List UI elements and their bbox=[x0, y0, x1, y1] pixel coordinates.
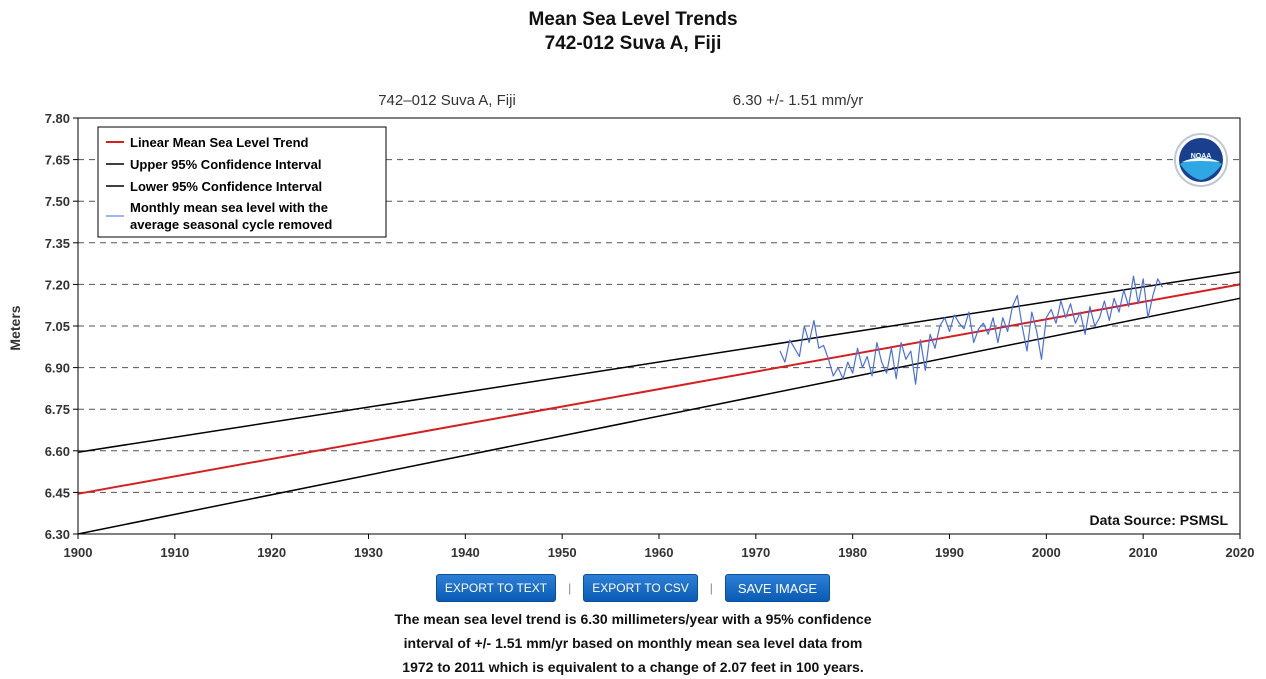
noaa-logo-text: NOAA bbox=[1191, 153, 1212, 160]
y-tick-label: 6.90 bbox=[45, 361, 70, 376]
legend-label-monthly-line2: average seasonal cycle removed bbox=[130, 217, 332, 232]
data-source: Data Source: PSMSL bbox=[1090, 512, 1229, 528]
y-tick-label: 6.75 bbox=[45, 402, 70, 417]
summary-line: The mean sea level trend is 6.30 millime… bbox=[394, 611, 872, 627]
legend-box bbox=[97, 126, 387, 238]
trend-summary: The mean sea level trend is 6.30 millime… bbox=[0, 607, 1266, 679]
x-tick-label: 1990 bbox=[935, 545, 964, 560]
x-tick-label: 2000 bbox=[1032, 545, 1061, 560]
y-tick-label: 7.20 bbox=[45, 277, 70, 292]
y-tick-label: 7.50 bbox=[45, 194, 70, 209]
x-tick-label: 1930 bbox=[354, 545, 383, 560]
legend-label-upper: Upper 95% Confidence Interval bbox=[130, 157, 321, 172]
save-image-button[interactable]: SAVE IMAGE bbox=[724, 574, 831, 602]
export-to-csv-button[interactable]: EXPORT TO CSV bbox=[583, 574, 698, 602]
x-tick-label: 1900 bbox=[64, 545, 93, 560]
plot-frame bbox=[77, 117, 1241, 535]
y-tick-label: 7.80 bbox=[45, 111, 70, 126]
axes: 6.30 6.45 6.60 6.75 6.90 7.05 7.20 7.35 7.50 7.65… bbox=[45, 111, 1255, 560]
page-title-line1: Mean Sea Level Trends bbox=[528, 9, 738, 30]
legend-label-monthly: Monthly mean sea level with the average s… bbox=[130, 200, 332, 232]
monthly-mean-sea-level-line bbox=[779, 275, 1164, 385]
series-layer bbox=[77, 271, 1241, 535]
y-tick-label: 6.45 bbox=[45, 485, 70, 500]
y-axis-label: Meters bbox=[7, 305, 23, 350]
noaa-logo-bird bbox=[1180, 157, 1222, 180]
chart-subtitle-station: 742–012 Suva A, Fiji bbox=[378, 92, 516, 109]
lower-confidence-line bbox=[77, 297, 1241, 535]
x-tick-label: 1970 bbox=[741, 545, 770, 560]
y-tick-label: 6.30 bbox=[45, 527, 70, 542]
x-tick-label: 2010 bbox=[1129, 545, 1158, 560]
x-tick-label: 1910 bbox=[160, 545, 189, 560]
sea-level-chart: 742–012 Suva A, Fiji 6.30 +/- 1.51 mm/yr… bbox=[7, 92, 1255, 560]
noaa-logo: NOAA bbox=[1174, 133, 1228, 187]
x-tick-label: 2020 bbox=[1226, 545, 1255, 560]
y-tick-label: 7.65 bbox=[45, 153, 70, 168]
export-to-text-button[interactable]: EXPORT TO TEXT bbox=[435, 574, 557, 602]
x-tick-label: 1980 bbox=[838, 545, 867, 560]
page-title: Mean Sea Level Trends 742-012 Suva A, Fi… bbox=[0, 8, 1266, 56]
button-separator: | bbox=[568, 581, 572, 595]
legend-label-lower: Lower 95% Confidence Interval bbox=[130, 179, 322, 194]
summary-line: 1972 to 2011 which is equivalent to a ch… bbox=[402, 659, 864, 675]
y-tick-label: 7.35 bbox=[45, 236, 70, 251]
legend-label-trend: Linear Mean Sea Level Trend bbox=[130, 135, 309, 150]
legend: Linear Mean Sea Level Trend Upper 95% Co… bbox=[97, 126, 387, 238]
legend-label-monthly-line1: Monthly mean sea level with the bbox=[130, 200, 328, 215]
x-tick-label: 1950 bbox=[548, 545, 577, 560]
upper-confidence-line bbox=[77, 271, 1241, 453]
noaa-logo-wing bbox=[1182, 158, 1220, 162]
x-tick-label: 1940 bbox=[451, 545, 480, 560]
export-button-row: EXPORT TO TEXT | EXPORT TO CSV | SAVE IM… bbox=[0, 574, 1266, 602]
x-tick-label: 1920 bbox=[257, 545, 286, 560]
x-tick-label: 1960 bbox=[645, 545, 674, 560]
page-title-line2: 742-012 Suva A, Fiji bbox=[544, 33, 722, 54]
button-separator: | bbox=[709, 581, 713, 595]
chart-subtitle-rate: 6.30 +/- 1.51 mm/yr bbox=[733, 92, 863, 109]
y-tick-label: 7.05 bbox=[45, 319, 70, 334]
y-tick-label: 6.60 bbox=[45, 444, 70, 459]
summary-line: interval of +/- 1.51 mm/yr based on mont… bbox=[403, 635, 863, 651]
